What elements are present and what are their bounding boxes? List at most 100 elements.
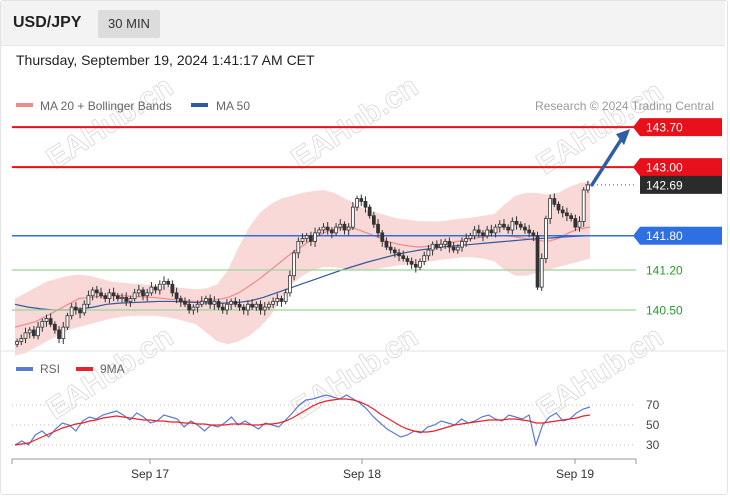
candle-body: [367, 206, 372, 217]
candle-body: [539, 258, 544, 288]
candle-body: [120, 297, 124, 299]
ma50-line: [14, 235, 591, 311]
candle-body: [342, 223, 347, 231]
candle-body: [426, 249, 431, 257]
candle-body: [502, 223, 506, 228]
candle-body: [489, 229, 494, 234]
watermark-text: EAHub.cn: [286, 70, 424, 176]
ma50-legend-label: MA 50: [216, 99, 250, 113]
candle-body: [36, 326, 40, 337]
candle-body: [514, 221, 519, 225]
level-label-140.50: 140.50: [646, 304, 683, 318]
candle-body: [384, 241, 389, 248]
candle-body: [422, 255, 427, 262]
candle-body: [82, 303, 87, 314]
candle-body: [439, 243, 443, 248]
candle-body: [577, 221, 582, 228]
candle-body: [107, 292, 112, 299]
candle-body: [527, 229, 532, 234]
candle-body: [309, 235, 313, 242]
candle-body: [413, 263, 418, 268]
candle-body: [170, 283, 175, 294]
level-box-142.69: [640, 175, 722, 194]
candle-body: [61, 326, 66, 339]
candle-body: [300, 238, 305, 242]
candle-body: [288, 275, 292, 294]
candle-body: [103, 295, 108, 299]
ma20-bb-legend-label: MA 20 + Bollinger Bands: [40, 99, 172, 113]
candle-body: [397, 252, 401, 257]
candle-body: [132, 292, 137, 299]
candle-body: [510, 221, 515, 231]
candle-body: [359, 198, 364, 202]
candle-body: [434, 243, 439, 248]
forecast-arrow-shaft: [590, 136, 624, 187]
candle-body: [548, 198, 552, 219]
candle-body: [418, 261, 422, 268]
candle-body: [405, 258, 410, 262]
level-labels: 143.70 143.00 142.69 141.80 141.20 140.50: [633, 118, 722, 318]
candle-body: [19, 338, 24, 342]
candle-body: [325, 226, 330, 231]
candle-body: [476, 229, 481, 234]
forecast-arrow-head: [616, 129, 630, 146]
candle-body: [392, 249, 397, 254]
level-label-141.80: 141.80: [646, 229, 683, 243]
candle-body: [304, 235, 309, 239]
ma9-legend-swatch: [76, 367, 93, 371]
candle-body: [565, 212, 569, 217]
candle-body: [69, 306, 74, 317]
candle-body: [430, 243, 435, 251]
rsi-legend-label: RSI: [40, 362, 60, 376]
candle-body: [552, 198, 557, 205]
candle-body: [229, 301, 234, 305]
candle-body: [237, 303, 242, 308]
candle-body: [388, 246, 393, 251]
candle-body: [581, 189, 586, 222]
candle-body: [53, 323, 57, 331]
candle-body: [485, 229, 490, 237]
ma9-legend-label: 9MA: [100, 362, 125, 376]
x-tick-label-Sep 18: Sep 18: [343, 467, 381, 481]
candle-body: [157, 283, 162, 291]
candle-body: [174, 292, 179, 299]
candle-body: [178, 298, 183, 302]
timeframe-tab[interactable]: 30 MIN: [98, 10, 160, 38]
rsi-series-RSI: [14, 394, 591, 448]
candle-body: [271, 301, 275, 305]
candle-body: [199, 301, 204, 305]
ma50-legend-swatch: [191, 103, 208, 107]
candle-body: [586, 184, 590, 191]
candle-body: [523, 226, 527, 231]
candle-body: [162, 281, 166, 285]
candle-body: [124, 297, 129, 302]
candle-body: [78, 309, 82, 314]
time-axis: Sep 17 Sep 18 Sep 19: [11, 458, 637, 481]
candle-body: [128, 298, 133, 302]
candle-body: [48, 318, 53, 325]
candle-body: [44, 318, 49, 322]
candle-body: [241, 306, 246, 311]
candle-body: [212, 301, 217, 305]
rsi-tick-70: 70: [646, 398, 660, 412]
level-box-tip-143.00: [633, 158, 640, 177]
candle-body: [73, 306, 78, 311]
candle-body: [90, 289, 95, 297]
timestamp-label: Thursday, September 19, 2024 1:41:17 AM …: [16, 52, 315, 68]
symbol-title: USD/JPY: [13, 14, 82, 31]
candle-body: [313, 232, 317, 242]
candle-body: [246, 303, 250, 311]
candle-body: [279, 298, 284, 302]
candle-body: [32, 329, 36, 337]
candle-body: [338, 223, 343, 228]
bollinger-bands: [15, 181, 590, 356]
x-tick-label-Sep 19: Sep 19: [556, 467, 594, 481]
candle-body: [191, 306, 196, 311]
candle-body: [258, 303, 263, 311]
candle-body: [409, 261, 414, 265]
candle-body: [468, 235, 473, 239]
rsi-legend-swatch: [16, 367, 33, 371]
candle-body: [321, 226, 326, 231]
